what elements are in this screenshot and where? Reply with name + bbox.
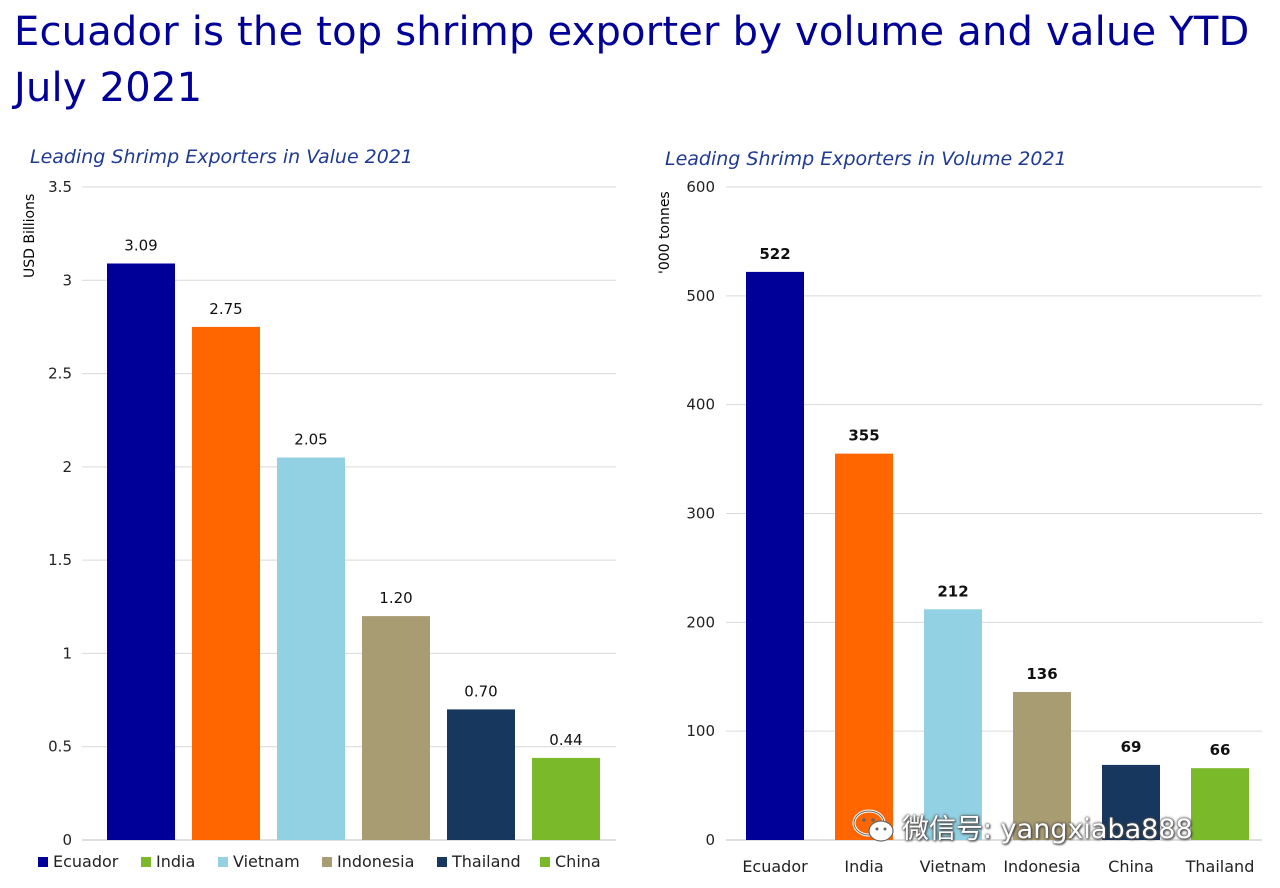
data-label: 355 — [848, 427, 879, 445]
data-label: 3.09 — [124, 236, 157, 254]
legend-label: China — [555, 852, 601, 871]
data-label: 1.20 — [379, 589, 412, 607]
y-tick-label: 400 — [686, 396, 715, 414]
watermark-text: 微信号: yangxiaba888 — [902, 813, 1193, 845]
legend-swatch — [540, 857, 550, 867]
legend-label: Indonesia — [337, 852, 414, 871]
bar — [1013, 691, 1071, 840]
y-tick-label: 2.5 — [48, 365, 72, 383]
value-chart-title: Leading Shrimp Exporters in Value 2021 — [30, 146, 414, 168]
bar — [107, 263, 175, 841]
legend-label: India — [156, 852, 195, 871]
y-tick-label: 200 — [686, 613, 715, 631]
x-tick-label: Indonesia — [1003, 857, 1080, 876]
wechat-icon — [852, 809, 894, 842]
legend-label: Thailand — [451, 852, 521, 871]
data-label: 69 — [1121, 738, 1142, 756]
legend-swatch — [218, 857, 228, 867]
y-tick-label: 300 — [686, 505, 715, 523]
bar — [277, 457, 345, 840]
y-tick-label: 100 — [686, 722, 715, 740]
bar — [835, 453, 893, 840]
bar — [924, 609, 982, 840]
volume-chart-title: Leading Shrimp Exporters in Volume 2021 — [665, 148, 1067, 170]
x-tick-label: Thailand — [1185, 857, 1255, 876]
legend-swatch — [38, 857, 48, 867]
legend-swatch — [141, 857, 151, 867]
y-tick-label: 500 — [686, 287, 715, 305]
bar — [362, 616, 430, 840]
data-label: 212 — [937, 582, 968, 600]
bar — [447, 709, 515, 840]
data-label: 0.44 — [549, 731, 582, 749]
legend-swatch — [437, 857, 447, 867]
legend-label: Vietnam — [233, 852, 300, 871]
x-tick-label: Vietnam — [920, 857, 987, 876]
y-tick-label: 600 — [686, 178, 715, 196]
data-label: 66 — [1210, 741, 1231, 759]
page-title: Ecuador is the top shrimp exporter by vo… — [14, 9, 1250, 111]
y-tick-label: 2 — [62, 458, 72, 476]
y-tick-label: 0 — [705, 831, 715, 849]
data-label: 0.70 — [464, 682, 497, 700]
legend-label: Ecuador — [53, 852, 119, 871]
x-tick-label: China — [1108, 857, 1154, 876]
bar — [746, 271, 804, 840]
bar — [192, 326, 260, 840]
x-tick-label: Ecuador — [742, 857, 808, 876]
data-label: 522 — [759, 245, 790, 263]
data-label: 136 — [1026, 665, 1057, 683]
y-tick-label: 0.5 — [48, 738, 72, 756]
bar — [1191, 768, 1249, 840]
data-label: 2.05 — [294, 431, 327, 449]
bar — [532, 757, 600, 840]
y-tick-label: 1.5 — [48, 551, 72, 569]
data-label: 2.75 — [209, 300, 242, 318]
y-tick-label: 1 — [62, 644, 72, 662]
y-tick-label: 0 — [62, 831, 72, 849]
y-tick-label: 3 — [62, 271, 72, 289]
x-tick-label: India — [844, 857, 883, 876]
wechat-watermark: 微信号: yangxiaba888 — [852, 806, 1193, 846]
bar — [1102, 764, 1160, 840]
y-tick-label: 3.5 — [48, 178, 72, 196]
legend-swatch — [322, 857, 332, 867]
